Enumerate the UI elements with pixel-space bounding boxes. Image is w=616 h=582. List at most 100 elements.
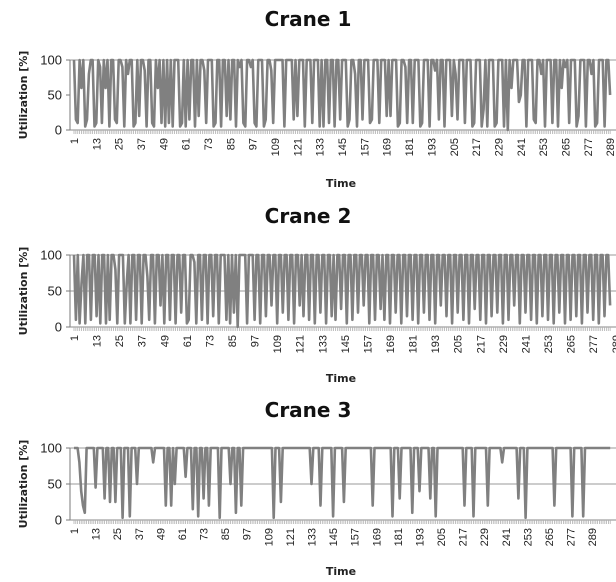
x-tick-label: 109 [263, 528, 275, 546]
x-tick-label: 253 [522, 528, 534, 546]
x-tick-label: 265 [566, 335, 578, 353]
x-axis-label: Time [326, 372, 356, 385]
x-tick-label: 169 [371, 528, 383, 546]
x-tick-label: 61 [182, 335, 194, 347]
y-axis-label: Utilization [%] [17, 51, 30, 140]
x-tick-label: 85 [225, 138, 237, 150]
x-tick-label: 73 [199, 528, 211, 540]
x-tick-label: 181 [404, 138, 416, 156]
x-tick-label: 193 [414, 528, 426, 546]
chart-title: Crane 1 [265, 7, 352, 31]
chart-title: Crane 2 [265, 204, 352, 228]
x-tick-label: 205 [449, 138, 461, 156]
crane-3-chart: Crane 3 Utilization [%] 0 50 100 1 13 25 37 49 61 7… [0, 392, 616, 582]
y-tick-label: 50 [48, 88, 62, 103]
x-tick-label: 277 [583, 138, 595, 156]
x-tick-label: 217 [475, 335, 487, 353]
crane-1-chart: Crane 1 Utilization [%] 0 50 100 1 13 25 37 49 61 7… [0, 0, 616, 194]
x-tick-label: 49 [155, 528, 167, 540]
x-tick-label: 289 [611, 335, 616, 353]
x-tick-label: 229 [498, 335, 510, 353]
x-tick-label: 13 [91, 138, 103, 150]
y-tick-label: 0 [55, 320, 62, 335]
x-tick-label: 181 [393, 528, 405, 546]
x-tick-label: 13 [92, 335, 104, 347]
x-tick-label: 85 [227, 335, 239, 347]
x-tick-label: 157 [359, 138, 371, 156]
x-tick-label: 289 [605, 138, 616, 156]
x-tick-label: 205 [453, 335, 465, 353]
x-tick-label: 169 [382, 138, 394, 156]
series-line [72, 253, 612, 329]
x-tick-label: 157 [350, 528, 362, 546]
x-tick-label: 145 [337, 138, 349, 156]
x-tick-label: 229 [479, 528, 491, 546]
x-tick-label: 241 [520, 335, 532, 353]
x-tick-label: 73 [204, 335, 216, 347]
x-tick-label: 265 [560, 138, 572, 156]
x-tick-label: 241 [516, 138, 528, 156]
x-tick-label: 277 [588, 335, 600, 353]
x-tick-label: 25 [114, 138, 126, 150]
x-tick-label: 109 [270, 138, 282, 156]
x-tick-label: 97 [250, 335, 262, 347]
x-tick-label: 145 [328, 528, 340, 546]
x-tick-label: 25 [112, 528, 124, 540]
x-tick-label: 61 [181, 138, 193, 150]
y-tick-label: 100 [40, 53, 62, 68]
x-tick-label: 49 [158, 138, 170, 150]
x-tick-label: 61 [177, 528, 189, 540]
x-tick-label: 133 [317, 335, 329, 353]
x-tick-label: 145 [340, 335, 352, 353]
chart-title: Crane 3 [265, 398, 352, 422]
y-tick-label: 100 [40, 248, 62, 263]
x-tick-label: 277 [566, 528, 578, 546]
x-tick-label: 97 [242, 528, 254, 540]
x-tick-label: 133 [315, 138, 327, 156]
y-tick-label: 50 [48, 284, 62, 299]
x-tick-label: 205 [436, 528, 448, 546]
y-tick-label: 0 [55, 513, 62, 528]
crane-2-chart: Crane 2 Utilization [%] 0 50 100 1 13 25 37 49 61 7… [0, 196, 616, 390]
x-tick-label: 13 [91, 528, 103, 540]
x-tick-label: 1 [69, 335, 81, 341]
series-line [72, 58, 612, 132]
x-tick-label: 121 [295, 335, 307, 353]
x-tick-label: 193 [430, 335, 442, 353]
x-tick-label: 193 [426, 138, 438, 156]
crane-3-svg: Crane 3 Utilization [%] 0 50 100 1 13 25 37 49 61 7… [17, 398, 616, 578]
y-tick-label: 100 [40, 441, 62, 456]
x-tick-label: 265 [544, 528, 556, 546]
x-tick-label: 1 [69, 138, 81, 144]
x-tick-label: 121 [292, 138, 304, 156]
x-tick-label: 157 [362, 335, 374, 353]
x-tick-label: 253 [543, 335, 555, 353]
x-axis-label: Time [326, 177, 356, 190]
x-tick-label: 289 [587, 528, 599, 546]
x-tick-label: 1 [69, 528, 81, 534]
x-tick-label: 181 [408, 335, 420, 353]
y-tick-label: 50 [48, 477, 62, 492]
x-tick-label: 37 [134, 528, 146, 540]
x-tick-label: 169 [385, 335, 397, 353]
x-tick-label: 37 [137, 335, 149, 347]
x-tick-label: 97 [248, 138, 260, 150]
x-tick-label: 37 [136, 138, 148, 150]
crane-2-svg: Crane 2 Utilization [%] 0 50 100 1 13 25 37 49 61 7… [17, 204, 616, 385]
x-tick-label: 73 [203, 138, 215, 150]
x-tick-label: 133 [307, 528, 319, 546]
x-tick-label: 109 [272, 335, 284, 353]
y-axis-label: Utilization [%] [17, 247, 30, 336]
x-tick-label: 217 [458, 528, 470, 546]
x-tick-label: 241 [501, 528, 513, 546]
x-tick-label: 229 [493, 138, 505, 156]
y-axis-label: Utilization [%] [17, 440, 30, 529]
x-tick-label: 49 [159, 335, 171, 347]
x-axis-label: Time [326, 565, 356, 578]
y-tick-label: 0 [55, 123, 62, 138]
x-tick-label: 25 [114, 335, 126, 347]
crane-1-svg: Crane 1 Utilization [%] 0 50 100 1 13 25 37 49 61 7… [17, 7, 616, 190]
x-tick-label: 85 [220, 528, 232, 540]
x-tick-label: 121 [285, 528, 297, 546]
x-tick-label: 217 [471, 138, 483, 156]
